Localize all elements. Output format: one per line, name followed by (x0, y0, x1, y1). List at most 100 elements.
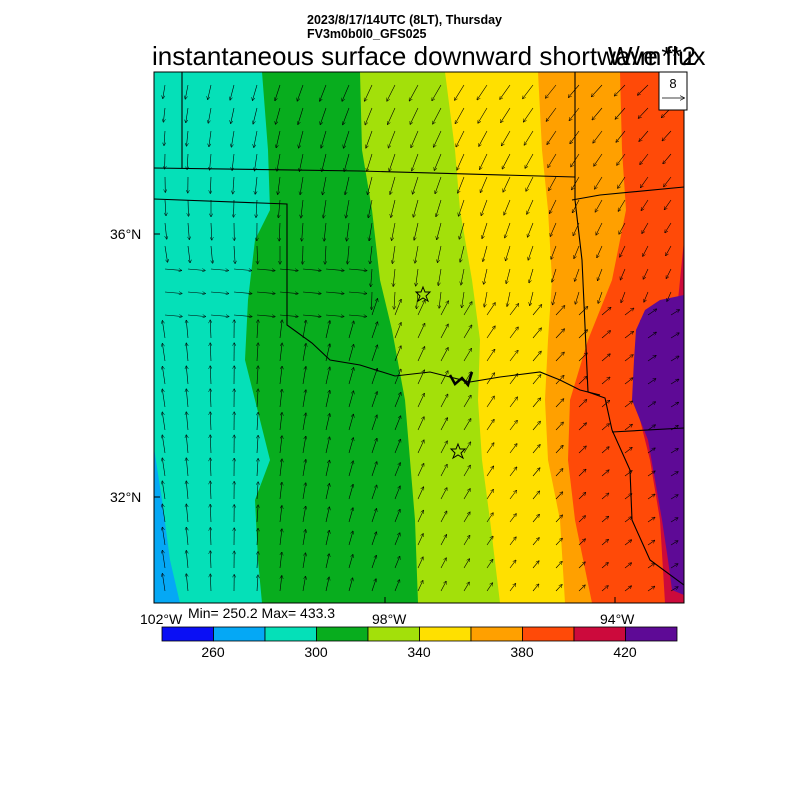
wind-vector (162, 321, 166, 339)
wind-vector (186, 320, 188, 339)
wind-vector (440, 371, 448, 385)
wind-vector (277, 153, 281, 171)
wind-vector (186, 504, 188, 523)
wind-vector (409, 84, 419, 101)
wind-vector (578, 330, 587, 339)
wind-vector (188, 199, 189, 216)
wind-vector (638, 107, 649, 118)
wind-vector (348, 531, 353, 546)
wind-vector (440, 558, 446, 569)
wind-vector (279, 483, 282, 500)
wind-vector (371, 509, 377, 523)
wind-vector (348, 414, 353, 431)
wind-vector (617, 153, 626, 165)
wind-vector (624, 517, 632, 523)
wind-vector (509, 351, 518, 362)
wind-vector (257, 505, 258, 523)
wind-vector (440, 324, 448, 339)
wind-vector (303, 245, 304, 264)
wind-vector (665, 222, 672, 233)
wind-vector (416, 268, 419, 286)
wind-vector (325, 484, 329, 500)
wind-vector (532, 561, 539, 569)
wind-vector (257, 366, 258, 385)
wind-vector (186, 458, 188, 477)
flux-band (632, 295, 684, 595)
wind-vector (546, 84, 557, 98)
wind-vector (641, 176, 649, 187)
wind-vector (509, 304, 519, 316)
wind-vector (526, 176, 534, 191)
wind-vector (620, 268, 626, 280)
wind-vector (509, 584, 516, 592)
wind-vector (509, 444, 517, 454)
lat-label-32n: 32°N (110, 489, 142, 505)
wind-vector (413, 176, 419, 194)
wind-vector (320, 84, 327, 101)
wind-vector (208, 84, 212, 99)
wind-vector (279, 390, 282, 408)
wind-vector (601, 447, 609, 454)
wind-vector (532, 538, 539, 546)
wind-vector (302, 483, 306, 500)
wind-vector (411, 130, 419, 148)
wind-vector (325, 391, 330, 408)
wind-vector (641, 199, 649, 210)
wind-vector (323, 199, 327, 218)
wind-vector (500, 84, 511, 99)
wind-vector (643, 245, 649, 256)
wind-vector (325, 531, 329, 546)
wind-vector (414, 222, 419, 240)
wind-vector (256, 315, 275, 317)
wind-vector (601, 308, 611, 316)
wind-vector (394, 439, 401, 454)
colorbar-label-260: 260 (201, 644, 225, 660)
wind-vector (647, 471, 655, 477)
wind-vector (477, 84, 488, 100)
wind-vector (322, 153, 327, 171)
wind-vector (348, 391, 354, 408)
shortwave-flux-field (154, 72, 684, 603)
wind-vector (187, 269, 205, 271)
wind-vector (371, 532, 376, 546)
wind-vector (601, 586, 608, 592)
colorbar-label-420: 420 (613, 644, 637, 660)
wind-vector (618, 176, 626, 188)
wind-vector (257, 552, 258, 569)
wind-vector (578, 377, 587, 385)
wind-vector (301, 199, 304, 218)
wind-vector (233, 176, 234, 194)
wind-vector (433, 107, 442, 124)
wind-vector (394, 486, 400, 500)
wind-vector (532, 421, 540, 431)
wind-vector (455, 107, 465, 124)
wind-vector (440, 511, 447, 523)
wind-vector (302, 269, 321, 271)
wind-vector (348, 321, 354, 339)
wind-vector (279, 506, 282, 523)
wind-vector (279, 529, 282, 546)
wind-vector (549, 176, 557, 190)
wind-vector (574, 245, 580, 258)
wind-vector (670, 472, 678, 477)
wind-vector (578, 307, 588, 316)
wind-vector (210, 343, 211, 362)
wind-vector (394, 369, 401, 385)
wind-vector (463, 325, 472, 339)
wind-vector (302, 320, 306, 339)
wind-vector (481, 199, 488, 215)
wind-vector (187, 245, 190, 263)
wind-vector (597, 245, 603, 258)
wind-vector (670, 310, 679, 316)
wind-vector (463, 582, 469, 592)
model-title: FV3m0b0l0_GFS025 (307, 27, 427, 41)
wind-vector (455, 84, 465, 100)
wind-vector (460, 245, 465, 262)
wind-vector (615, 107, 626, 119)
wind-vector (593, 130, 603, 143)
wind-vector (647, 356, 656, 362)
wind-vector (601, 354, 610, 362)
wind-vector (509, 514, 516, 523)
wind-vector (346, 199, 350, 218)
colorbar-swatch (573, 626, 626, 642)
